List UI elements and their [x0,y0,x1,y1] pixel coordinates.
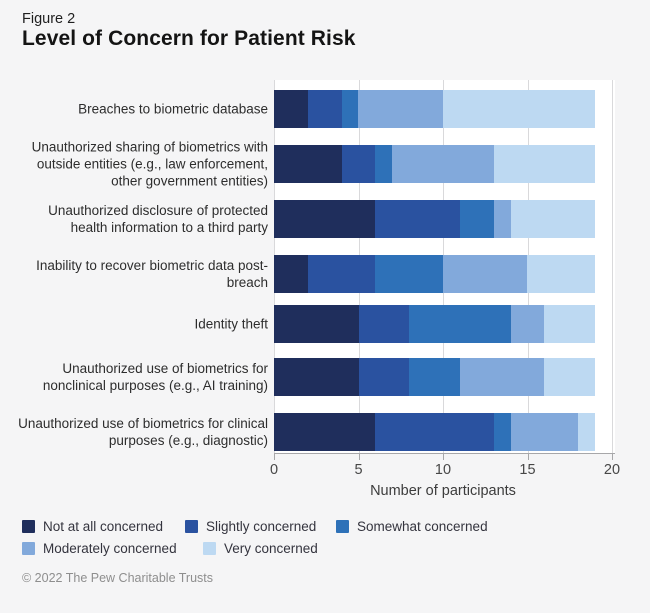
bar-row [274,255,596,293]
bar-segment [274,145,342,183]
tick-label: 15 [519,462,536,478]
bar-segment [375,255,443,293]
legend-row: Not at all concerned Slightly concerned So… [22,515,488,537]
tick-label: 10 [434,462,452,478]
legend-swatch-icon [22,541,35,555]
bar-segment [409,358,460,396]
legend-item: Very concerned [203,541,318,556]
copyright-text: © 2022 The Pew Charitable Trusts [22,571,214,585]
category-label: Unauthorized disclosure of protected hea… [48,203,268,235]
bar-segment [510,413,579,451]
bar-segment [510,305,545,343]
tick-label: 20 [603,462,621,478]
bar-segment [459,358,545,396]
figure-label: Figure 2 [22,11,76,27]
bar-segment [274,358,359,396]
bar-segment [527,255,596,293]
legend-label: Slightly concerned [206,518,317,534]
legend-swatch-icon [185,519,198,533]
tick-mark [612,454,613,460]
bar-segment [578,413,596,451]
legend-row: Moderately concerned Very concerned [22,537,488,559]
legend-label: Not at all concerned [43,518,164,534]
bar-segment [307,255,376,293]
tick-mark [443,454,444,460]
bar-segment [493,145,596,183]
tick-label: 5 [354,462,363,478]
tick-label: 0 [269,462,279,478]
bar-segment [392,145,494,183]
bar-segment [375,413,494,451]
legend-swatch-icon [22,519,35,533]
tick-mark [358,454,360,460]
x-axis-line [274,453,615,454]
bar-segment [409,305,511,343]
category-label: Breaches to biometric database [78,101,268,117]
x-axis-title: Number of participants [370,483,516,499]
bar-segment [442,255,528,293]
bar-segment [358,90,443,128]
bar-segment [459,200,494,238]
bar-segment [274,305,359,343]
legend-item: Not at all concerned [22,519,185,534]
legend-item: Somewhat concerned [336,519,488,534]
category-label: Unauthorized use of biometrics for noncl… [42,361,268,393]
bar-segment [375,145,393,183]
bar-segment [274,90,308,128]
gridline [612,80,613,453]
bar-row [274,305,596,343]
category-label: Inability to recover biometric data post… [36,258,268,290]
bar-segment [274,255,308,293]
tick-mark [274,454,275,460]
bar-segment [544,305,596,343]
bar-segment [341,90,359,128]
bar-segment [274,200,376,238]
bar-segment [493,200,511,238]
bar-row [274,413,596,451]
legend-label: Somewhat concerned [357,518,488,534]
legend-label: Moderately concerned [43,540,177,556]
category-label: Unauthorized sharing of biometrics with … [31,139,268,189]
bar-segment [307,90,342,128]
bar-segment [274,413,376,451]
bar-segment [358,305,410,343]
bar-segment [341,145,376,183]
bar-row [274,358,596,396]
legend-swatch-icon [203,541,216,555]
category-labels: Breaches to biometric database Unauthoriz… [10,80,268,453]
bar-segment [544,358,596,396]
bar-segment [358,358,410,396]
legend-label: Very concerned [224,540,318,556]
legend-swatch-icon [336,519,349,533]
category-label: Identity theft [194,316,268,332]
tick-mark [527,454,529,460]
bar-segment [510,200,596,238]
bar-row [274,90,596,128]
category-label: Unauthorized use of biometrics for clini… [18,416,268,448]
bar-segment [493,413,511,451]
legend: Not at all concerned Slightly concerned So… [22,515,488,559]
bar-segment [375,200,460,238]
legend-item: Moderately concerned [22,541,203,556]
bar-row [274,200,596,238]
page-title: Level of Concern for Patient Risk [22,27,356,50]
plot-area [274,80,615,453]
legend-item: Slightly concerned [185,519,336,534]
bar-segment [442,90,596,128]
bar-row [274,145,596,183]
